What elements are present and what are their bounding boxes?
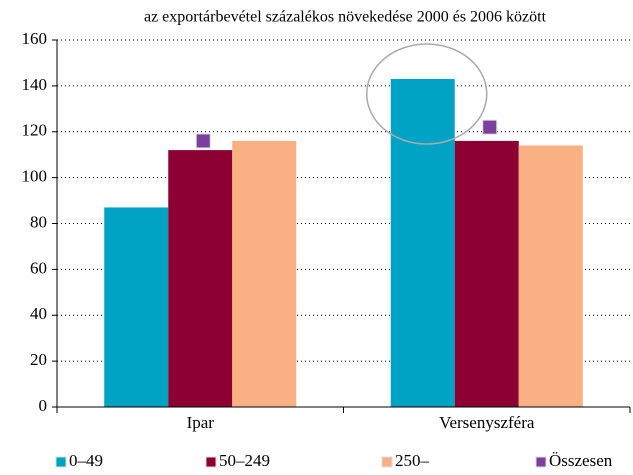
legend-label: 0–49 <box>69 451 103 470</box>
y-tick-label: 0 <box>39 396 48 415</box>
y-tick-label: 80 <box>30 212 47 231</box>
bar <box>104 207 169 407</box>
y-tick-label: 140 <box>22 75 48 94</box>
legend-swatch <box>535 456 547 468</box>
marker <box>195 133 211 149</box>
x-tick-label: Ipar <box>187 413 215 432</box>
bar <box>390 78 455 408</box>
y-tick-label: 40 <box>30 304 47 323</box>
legend-label: 250– <box>395 451 430 470</box>
x-tick-label: Versenyszféra <box>439 413 535 432</box>
chart-title: az exportárbevétel százalékos növekedése… <box>144 9 547 26</box>
bar <box>232 140 297 408</box>
bar <box>168 150 233 407</box>
y-tick-label: 20 <box>30 350 47 369</box>
y-tick-label: 120 <box>22 121 48 140</box>
bar <box>518 145 583 407</box>
legend-swatch <box>55 456 67 468</box>
legend-swatch <box>381 456 393 468</box>
bar <box>454 140 519 408</box>
legend-label: Összesen <box>549 451 613 470</box>
marker <box>482 119 498 135</box>
legend-label: 50–249 <box>219 451 270 470</box>
legend-swatch <box>205 456 217 468</box>
y-tick-label: 160 <box>22 29 48 48</box>
y-tick-label: 100 <box>22 167 48 186</box>
highlight-circle <box>366 43 488 145</box>
y-tick-label: 60 <box>30 258 47 277</box>
